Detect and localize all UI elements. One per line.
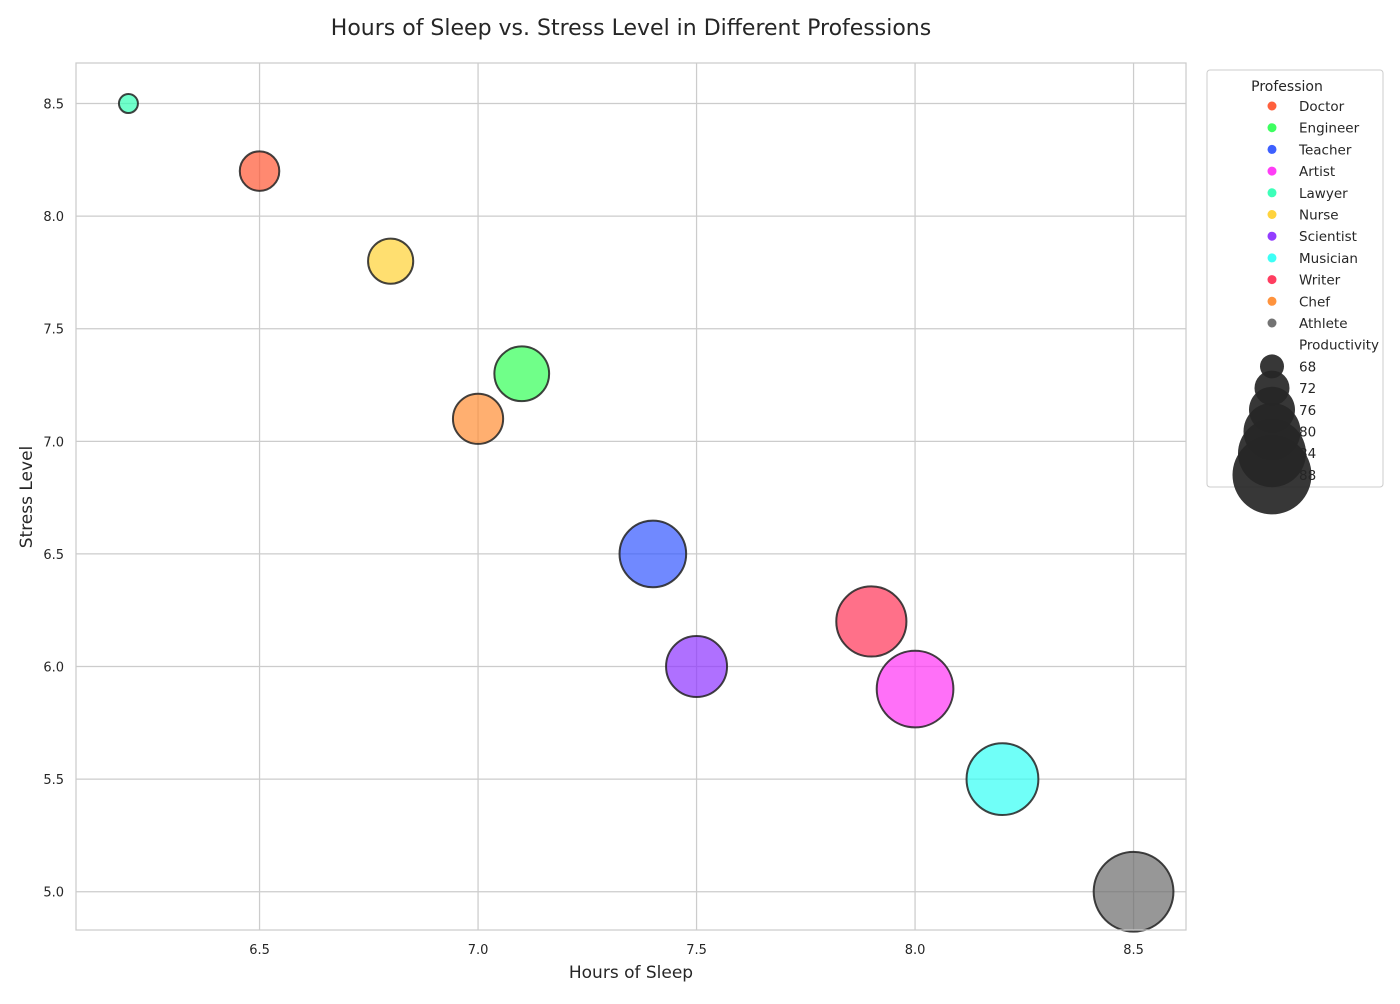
legend-marker-chef xyxy=(1267,296,1277,306)
legend-label-nurse: Nurse xyxy=(1299,208,1339,224)
legend-size-label-84: 84 xyxy=(1299,446,1316,462)
legend-marker-writer xyxy=(1267,275,1277,285)
legend-label-chef: Chef xyxy=(1299,294,1331,310)
point-lawyer xyxy=(117,93,139,115)
point-scientist xyxy=(665,635,729,699)
legend-marker-lawyer xyxy=(1267,188,1277,198)
legend-label-engineer: Engineer xyxy=(1299,121,1360,137)
x-tick-label-2: 7.5 xyxy=(686,943,707,958)
legend-marker-artist xyxy=(1267,166,1277,176)
chart-title: Hours of Sleep vs. Stress Level in Diffe… xyxy=(331,16,931,41)
y-tick-label-0: 5.0 xyxy=(43,886,64,901)
x-tick-label-1: 7.0 xyxy=(468,943,489,958)
legend-label-athlete: Athlete xyxy=(1299,316,1348,332)
legend-label-teacher: Teacher xyxy=(1298,142,1352,158)
legend-size-label-88: 88 xyxy=(1299,468,1316,484)
legend-label-lawyer: Lawyer xyxy=(1299,186,1348,202)
x-axis-label: Hours of Sleep xyxy=(569,963,693,983)
legend-size-label-80: 80 xyxy=(1299,425,1316,441)
point-artist xyxy=(875,649,955,729)
point-nurse xyxy=(367,237,415,285)
point-athlete xyxy=(1092,850,1175,933)
y-tick-label-2: 6.0 xyxy=(43,661,64,676)
legend-size-marker-88 xyxy=(1232,435,1312,515)
legend-title: Profession xyxy=(1251,79,1323,95)
y-tick-label-1: 5.5 xyxy=(43,773,64,788)
legend-label-writer: Writer xyxy=(1299,273,1341,289)
legend-size-title: Productivity xyxy=(1299,338,1379,354)
point-musician xyxy=(965,742,1040,817)
axis-ticks: 6.5 7.0 7.5 8.0 8.5 5.0 5.5 6.0 6.5 7.0 7.5 8.0 8.5 xyxy=(43,98,1144,958)
legend-marker-athlete xyxy=(1267,318,1277,328)
legend-marker-nurse xyxy=(1267,210,1277,219)
legend-marker-engineer xyxy=(1267,123,1277,133)
legend-marker-teacher xyxy=(1267,144,1277,154)
y-tick-label-5: 7.5 xyxy=(43,323,64,338)
x-tick-label-0: 6.5 xyxy=(249,943,270,958)
point-engineer xyxy=(493,345,551,403)
legend-label-musician: Musician xyxy=(1299,251,1358,267)
legend-marker-scientist xyxy=(1267,231,1277,241)
legend-marker-doctor xyxy=(1267,101,1277,111)
legend: Profession Doctor Engineer Teacher Artist La… xyxy=(1206,69,1384,515)
data-points xyxy=(117,93,1175,933)
y-tick-label-4: 7.0 xyxy=(43,435,64,450)
legend-label-scientist: Scientist xyxy=(1299,229,1357,245)
point-writer xyxy=(835,585,908,658)
y-axis-label: Stress Level xyxy=(17,446,37,549)
legend-label-doctor: Doctor xyxy=(1299,99,1345,115)
y-tick-label-7: 8.5 xyxy=(43,98,64,113)
y-tick-label-6: 8.0 xyxy=(43,210,64,225)
legend-size-label-68: 68 xyxy=(1299,359,1316,375)
plot-frame xyxy=(75,62,1187,931)
point-doctor xyxy=(238,150,281,192)
legend-size-label-76: 76 xyxy=(1299,403,1316,419)
legend-marker-musician xyxy=(1267,253,1277,263)
grid-lines xyxy=(76,63,1186,930)
x-tick-label-4: 8.5 xyxy=(1123,943,1144,958)
point-teacher xyxy=(618,519,688,589)
point-chef xyxy=(451,392,505,445)
legend-size-label-72: 72 xyxy=(1299,381,1316,397)
x-tick-label-3: 8.0 xyxy=(905,943,926,958)
legend-label-artist: Artist xyxy=(1299,164,1335,180)
y-tick-label-3: 6.5 xyxy=(43,548,64,563)
